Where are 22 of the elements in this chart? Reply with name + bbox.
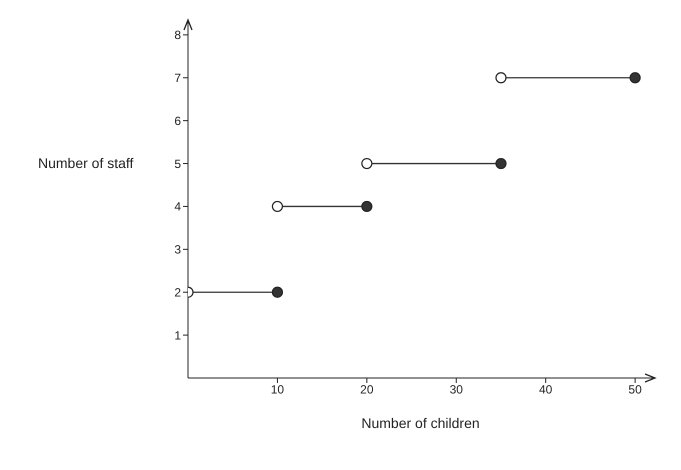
- point: [495, 158, 507, 170]
- x-tick-label: 40: [539, 382, 553, 397]
- y-tick-label: 5: [174, 156, 182, 171]
- y-tick-label: 4: [174, 200, 182, 214]
- y-tick-label: 8: [174, 28, 182, 42]
- point: [272, 286, 284, 298]
- y-tick-label: 1: [174, 328, 182, 342]
- point: [495, 72, 507, 84]
- point: [361, 200, 372, 212]
- point: [361, 158, 372, 170]
- x-axis-title: Number of children: [361, 415, 480, 431]
- y-tick-label: 2: [174, 285, 182, 300]
- y-tick-label: 6: [174, 114, 182, 128]
- x-tick-label: 10: [270, 382, 284, 397]
- x-tick-label: 30: [450, 382, 464, 397]
- y-tick-label: 7: [174, 71, 182, 86]
- point: [272, 200, 284, 212]
- point: [630, 72, 641, 84]
- x-tick-label: 50: [628, 382, 642, 397]
- x-tick-label: 20: [360, 382, 374, 397]
- y-axis-title: Number of staff: [38, 155, 134, 171]
- y-tick-label: 3: [174, 242, 182, 257]
